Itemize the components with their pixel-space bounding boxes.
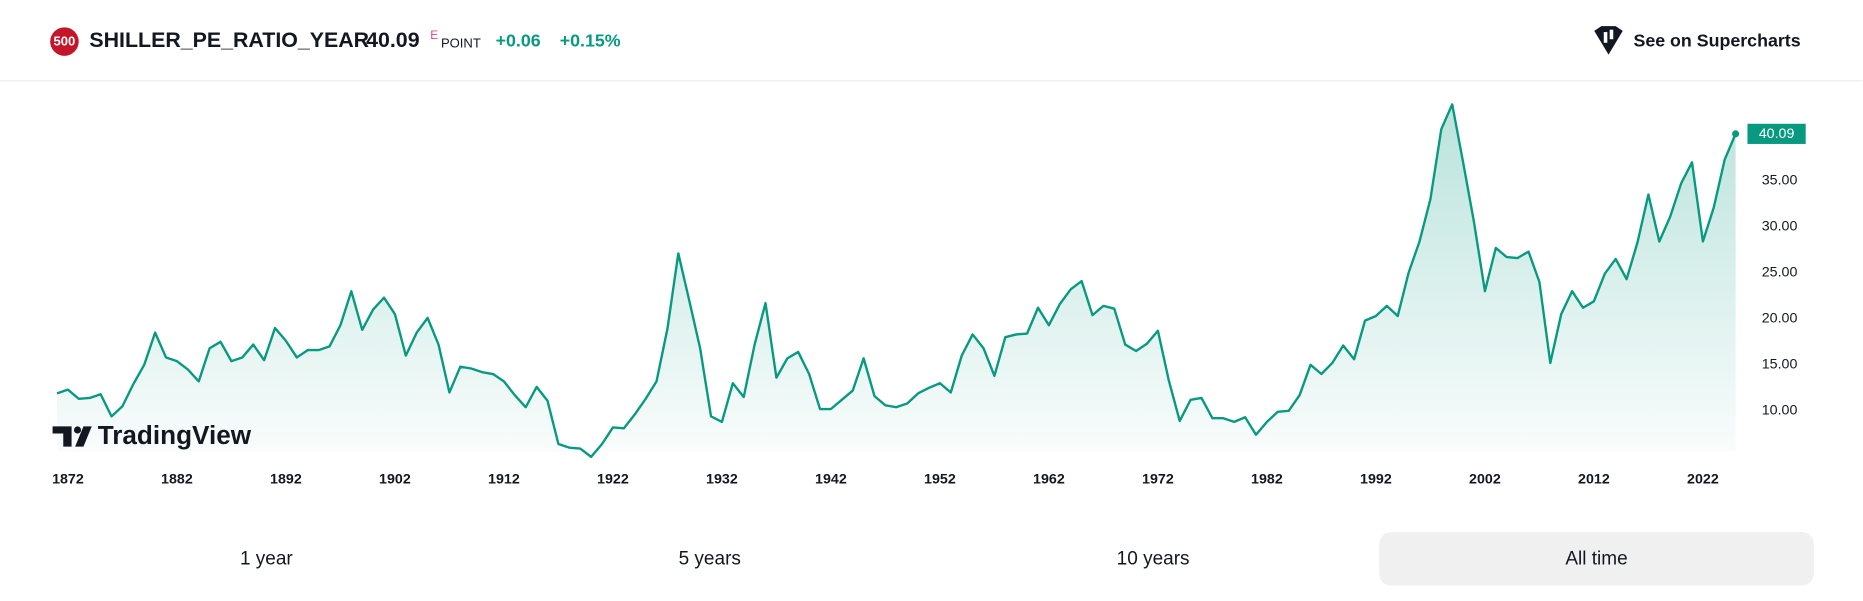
range-button[interactable]: [1379, 532, 1814, 586]
badge-text: 500: [54, 34, 76, 49]
y-tick-label: 10.00: [1762, 403, 1798, 419]
last-point: [1732, 130, 1740, 138]
range-button-label[interactable]: 10 years: [1117, 548, 1190, 569]
y-tick-label: 15.00: [1762, 357, 1798, 373]
icon-candle: [1603, 32, 1608, 43]
supercharts-link[interactable]: See on Supercharts: [1633, 30, 1800, 50]
x-tick-label: 1922: [597, 472, 629, 488]
watermark-text: TradingView: [98, 420, 252, 450]
flag: E: [430, 28, 438, 42]
symbol-badge: [50, 27, 79, 56]
x-tick-label: 2022: [1687, 472, 1719, 488]
range-button-label[interactable]: All time: [1565, 548, 1627, 569]
symbol: SHILLER_PE_RATIO_YEAR: [89, 28, 369, 52]
x-tick-label: 1982: [1251, 472, 1283, 488]
x-tick-label: 1942: [815, 472, 847, 488]
x-tick-label: 1912: [488, 472, 520, 488]
range-buttons: 1 year 5 years 10 years All time: [49, 532, 1814, 586]
range-button[interactable]: [935, 532, 1371, 586]
unit: POINT: [441, 35, 481, 50]
y-tick-label: 30.00: [1762, 219, 1798, 235]
range-button-label[interactable]: 5 years: [679, 548, 741, 569]
icon-candle: [1609, 29, 1614, 40]
range-button[interactable]: [492, 532, 928, 586]
range-button[interactable]: [49, 532, 484, 586]
x-tick-label: 1902: [379, 472, 411, 488]
price-label-bg: [1747, 123, 1806, 144]
price-label: 40.09: [1759, 126, 1795, 142]
x-tick-label: 1932: [706, 472, 738, 488]
watermark: TradingView: [52, 420, 252, 450]
x-tick-label: 1972: [1142, 472, 1174, 488]
range-button-label[interactable]: 1 year: [240, 548, 293, 569]
x-tick-label: 2012: [1578, 472, 1610, 488]
y-tick-label: 20.00: [1762, 311, 1798, 327]
plot: 1872 1882 1892 1902 1912 1922 1932 1942 1952 1962…: [52, 103, 1806, 488]
x-tick-label: 1992: [1360, 472, 1392, 488]
x-tick-label: 1882: [161, 472, 193, 488]
change: +0.06: [496, 30, 541, 50]
area-fill: [57, 104, 1736, 457]
x-tick-label: 1952: [924, 472, 956, 488]
line: [56, 103, 1737, 459]
tv-logo: [75, 426, 92, 447]
x-tick-label: 1872: [52, 472, 84, 488]
price: 40.09: [366, 28, 420, 52]
header: 500 SHILLER_PE_RATIO_YEAR 40.09 E POINT …: [0, 26, 1863, 82]
supercharts-icon[interactable]: [1594, 26, 1623, 55]
x-tick-label: 2002: [1469, 472, 1501, 488]
x-tick-label: 1892: [270, 472, 302, 488]
change-percent: +0.15%: [560, 30, 621, 50]
tv-logo: [52, 426, 72, 447]
tv-logo-dot: [73, 426, 82, 434]
y-tick-label: 25.00: [1762, 265, 1798, 281]
x-tick-label: 1962: [1033, 472, 1065, 488]
y-tick-label: 35.00: [1762, 172, 1798, 188]
